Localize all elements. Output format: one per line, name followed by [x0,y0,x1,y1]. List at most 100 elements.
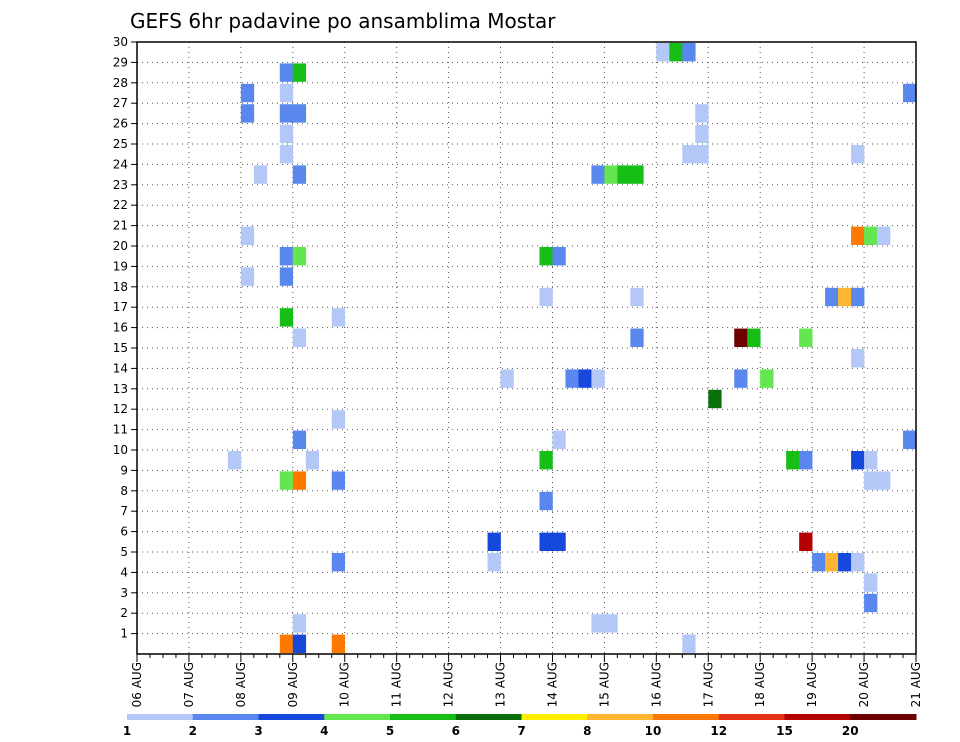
y-tick-label: 3 [120,586,128,600]
data-cell [682,43,696,62]
data-cell [552,247,566,266]
data-cell [227,451,242,470]
data-cell [292,104,307,123]
y-tick-label: 23 [113,178,128,192]
data-cell [630,287,644,307]
data-cell [279,83,294,103]
data-cell [591,614,605,633]
y-tick-label: 20 [113,239,128,253]
x-tick-label: 12 AUG [442,662,456,707]
x-tick-label: 10 AUG [338,662,352,707]
data-cell [240,104,255,123]
y-tick-label: 9 [120,463,128,477]
y-tick-label: 25 [113,137,128,151]
data-cell [669,43,683,62]
data-cell [734,369,748,388]
data-cell [695,145,709,164]
data-cell [578,369,592,388]
colorbar-swatch [521,714,588,720]
colorbar-swatch [718,714,785,720]
data-cell [279,104,294,123]
y-tick-label: 1 [120,627,128,641]
colorbar-swatch [127,714,194,720]
data-cell [656,43,670,62]
data-cell [760,369,774,388]
data-cell [682,145,696,164]
colorbar-swatch [850,714,917,720]
data-cell [292,63,307,82]
x-tick-label: 20 AUG [857,662,871,707]
data-cell [864,593,878,613]
data-cell [279,471,294,490]
data-cell [786,451,800,470]
colorbar-swatch [258,714,325,720]
data-cell [825,553,839,572]
y-tick-label: 6 [120,525,128,539]
data-cell [851,451,865,470]
colorbar-swatch [587,714,654,720]
x-tick-label: 14 AUG [545,662,559,707]
x-tick-label: 06 AUG [130,662,144,707]
data-cell [279,124,294,143]
data-cell [292,247,307,266]
data-cell [604,165,618,184]
x-axis-ticks: 06 AUG 07 AUG 08 AUG 09 AUG 10 AUG 11 AUG 12 A… [130,654,923,707]
data-cell [630,328,644,347]
y-tick-label: 5 [120,545,128,559]
colorbar-label: 15 [776,724,793,738]
colorbar-label: 12 [710,724,727,738]
data-cell [539,247,553,266]
data-cell [565,369,579,388]
data-cell [877,226,891,245]
x-tick-label: 21 AUG [909,662,923,707]
data-cell [708,389,722,409]
colorbar-label: 6 [452,724,460,738]
data-cell [292,430,307,449]
data-cell [552,430,566,449]
data-cell [240,226,255,245]
data-cell [487,532,501,551]
y-axis-ticks: 1234567891011121314151617181920212223242… [113,35,137,641]
data-cell [279,247,294,266]
data-cell [331,410,346,429]
data-cell [812,553,826,572]
data-cell [851,349,865,368]
data-cell [695,104,709,123]
data-cell [552,532,566,551]
data-cell [487,553,501,572]
data-cell [292,471,307,490]
data-cell [864,451,878,470]
data-cell [292,328,307,347]
data-cell [591,165,605,184]
y-tick-label: 22 [113,198,128,212]
data-cell [279,634,294,653]
colorbar-swatch [455,714,522,720]
colorbar-label: 3 [254,724,262,738]
y-tick-label: 16 [113,321,128,335]
y-tick-label: 26 [113,117,128,131]
data-cell [240,267,255,286]
y-tick-label: 10 [113,443,128,457]
colorbar-swatch [784,714,851,720]
data-cell [279,308,294,327]
data-cell [864,573,878,592]
y-tick-label: 11 [113,423,128,437]
data-cell [292,614,307,633]
data-cell [864,226,878,245]
y-tick-label: 14 [113,361,128,375]
x-tick-label: 19 AUG [805,662,819,707]
x-tick-label: 11 AUG [390,662,404,707]
y-tick-label: 18 [113,280,128,294]
data-cell [734,328,748,347]
data-cell [799,532,813,551]
data-cell [539,491,553,511]
y-tick-label: 13 [113,382,128,396]
data-cell [539,451,553,470]
data-cell [903,430,917,449]
data-cell [240,83,255,103]
x-tick-label: 16 AUG [649,662,663,707]
data-cell [292,634,307,653]
x-tick-label: 13 AUG [494,662,508,707]
colorbar-swatch [192,714,259,720]
